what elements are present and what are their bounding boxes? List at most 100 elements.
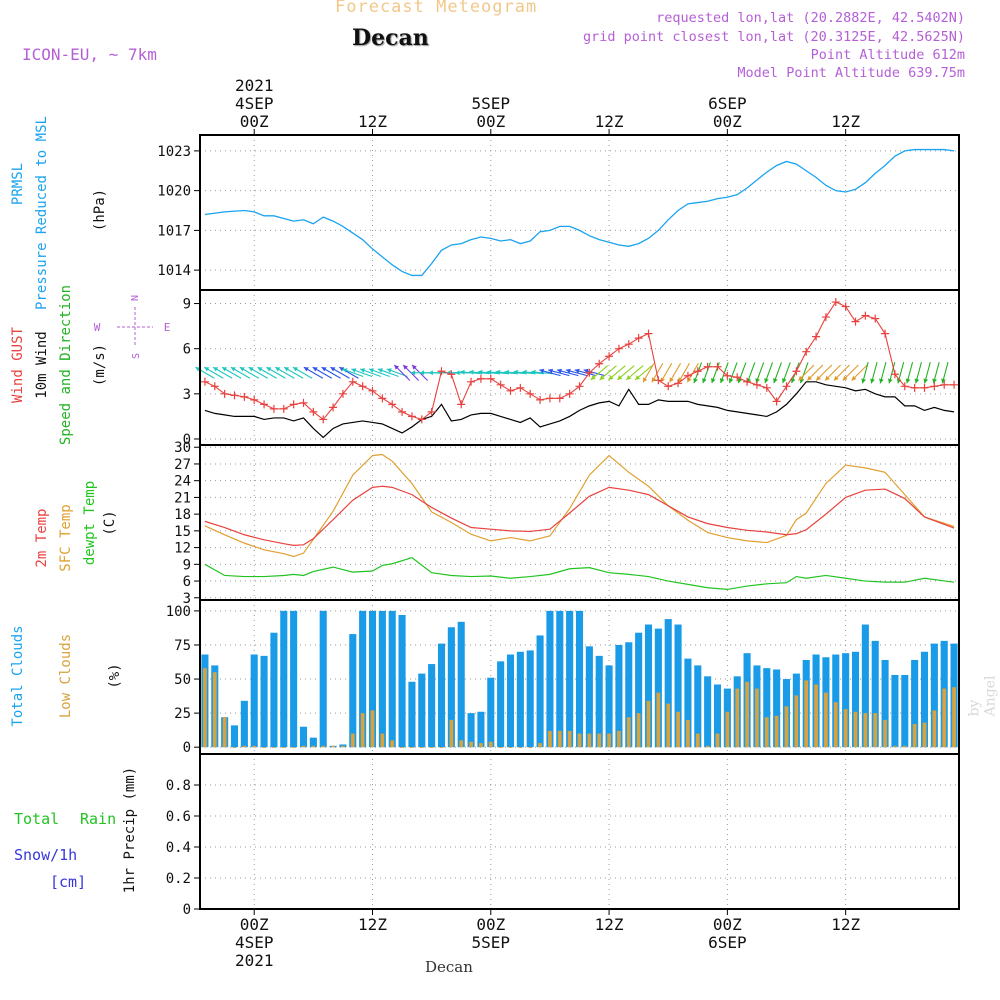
wind-direction-arrowhead	[728, 378, 734, 384]
pressure-ytick-label: 1023	[157, 144, 191, 160]
wind-direction-arrowhead	[660, 377, 666, 383]
wind-gust-marker	[595, 359, 604, 368]
compass-w-label: W	[94, 321, 101, 334]
wind-direction-arrowhead	[781, 378, 787, 384]
wind-gust-marker	[881, 329, 890, 338]
total-clouds-bar	[773, 669, 781, 748]
total-clouds-bar	[861, 624, 869, 748]
pressure-frame	[199, 134, 960, 291]
wind-direction-arrowhead	[693, 378, 698, 384]
pressure-ytick-label: 1020	[157, 184, 191, 200]
low-clouds-bar	[922, 722, 927, 748]
low-clouds-bar	[695, 733, 700, 748]
wind-direction-arrowhead	[539, 368, 545, 374]
wind-gust-marker	[378, 394, 387, 403]
wind-direction-arrowhead	[303, 367, 309, 372]
wind-direction-arrowhead	[360, 368, 366, 373]
low-clouds-bar	[429, 747, 434, 748]
wind-direction-arrowhead	[626, 375, 632, 380]
pressure-panel: 1014 1017 1020 1023	[157, 135, 959, 290]
total-clouds-bar	[378, 610, 386, 748]
temp-frame	[199, 444, 960, 601]
wind-direction-arrowhead	[719, 378, 725, 384]
low-clouds-bar	[212, 672, 217, 748]
wind-gust-marker	[900, 382, 909, 391]
low-clouds-bar	[548, 730, 552, 748]
total-clouds-bar	[477, 711, 485, 748]
wind-gust-marker	[713, 362, 722, 371]
wind-direction-arrowhead	[403, 364, 408, 370]
total-clouds-bar	[497, 661, 505, 748]
low-clouds-bar	[321, 745, 326, 748]
wind-direction-arrowhead	[394, 364, 400, 370]
temp-ytick-label: 27	[174, 457, 191, 473]
total-clouds-bar	[230, 725, 239, 748]
temp-ytick-label: 30	[174, 440, 191, 456]
total-clouds-bar	[299, 726, 308, 748]
precip-ytick-label: 0.6	[166, 809, 191, 825]
precip-ytick-label: 0.4	[166, 840, 191, 856]
low-clouds-bar	[587, 733, 592, 748]
wind-direction-arrowhead	[386, 368, 392, 373]
low-clouds-bar	[863, 713, 868, 748]
wind-gust-marker	[427, 407, 436, 416]
wind-direction-arrowhead	[565, 368, 571, 374]
clouds-ytick-label: 0	[183, 740, 191, 756]
total-clouds-bar	[398, 614, 406, 748]
wind-gust-marker	[545, 394, 554, 403]
wind-gust-marker	[269, 404, 278, 413]
wind-gust-marker	[348, 377, 357, 386]
wind-gust-marker	[506, 386, 515, 395]
wind-gust-marker	[496, 380, 505, 389]
total-clouds-bar	[556, 610, 564, 748]
wind-direction-arrowhead	[651, 377, 657, 383]
model-name: ICON-EU, ~ 7km	[22, 45, 157, 64]
wind-gust-marker	[812, 332, 821, 341]
low-clouds-bar	[814, 684, 818, 748]
wind-gust-marker	[388, 400, 397, 409]
total-clouds-bar	[595, 655, 603, 748]
wind-direction-arrowhead	[548, 368, 554, 374]
total-clouds-bar	[290, 610, 298, 748]
wind-gust-line	[204, 301, 955, 421]
wind-10m-line	[204, 381, 955, 439]
wind-gust-marker	[220, 389, 229, 398]
total-clouds-bar	[516, 651, 524, 748]
low-clouds-bar	[281, 747, 286, 748]
wind-direction-arrowhead	[773, 378, 778, 384]
total-clouds-bar	[920, 651, 929, 748]
wind-gust-marker	[693, 367, 702, 376]
bottom-time-label: 00Z	[476, 915, 505, 934]
wind-direction-arrowhead	[842, 375, 848, 381]
wind-gust-marker	[782, 382, 791, 391]
low-clouds-bar	[577, 733, 582, 748]
wind-gust-marker	[644, 329, 653, 338]
wind-gust-marker	[486, 374, 495, 383]
wind-direction-arrowhead	[896, 378, 902, 384]
low-clouds-bar	[528, 747, 533, 748]
wind-gust-marker	[871, 314, 880, 323]
wind-direction-arrowhead	[608, 375, 614, 380]
bottom-time-label: 4SEP	[235, 933, 274, 952]
low-clouds-bar	[597, 733, 602, 748]
total-clouds-bar	[901, 674, 909, 748]
top-time-label: 00Z	[476, 112, 505, 131]
low-clouds-bar	[518, 747, 523, 748]
top-time-label: 4SEP	[235, 94, 274, 113]
wind-gust-marker	[664, 382, 673, 391]
top-time-label: 00Z	[713, 112, 742, 131]
low-clouds-bar	[449, 719, 454, 748]
low-clouds-bar	[390, 740, 395, 748]
wind-gust-marker	[447, 370, 456, 379]
low-clouds-bar	[498, 747, 503, 748]
low-clouds-bar	[350, 733, 355, 748]
top-time-label: 00Z	[240, 112, 269, 131]
low-clouds-bar	[508, 747, 513, 748]
wind-direction-arrowhead	[711, 378, 716, 384]
compass-rose: N S E W	[94, 295, 171, 359]
wind-gust-marker	[910, 383, 919, 392]
low-clouds-bar	[666, 703, 671, 748]
total-clouds-bar	[270, 632, 278, 748]
total-clouds-bar	[546, 610, 554, 748]
wind-gust-marker	[230, 391, 239, 400]
